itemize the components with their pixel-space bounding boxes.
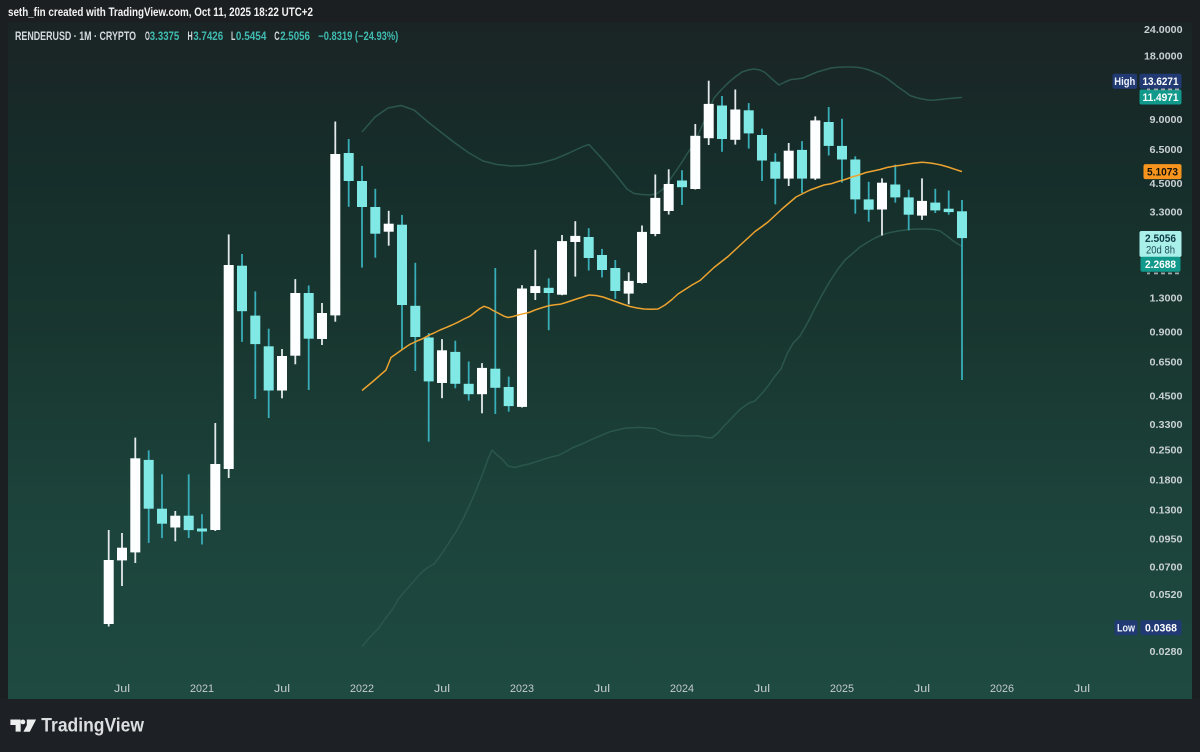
svg-text:2021: 2021 (190, 683, 214, 695)
svg-text:2.5056: 2.5056 (1145, 233, 1176, 245)
svg-text:0.5454: 0.5454 (236, 31, 267, 43)
svg-text:13.6271: 13.6271 (1143, 76, 1179, 88)
svg-text:Jul: Jul (434, 683, 450, 695)
svg-text:L: L (231, 31, 235, 43)
svg-text:9.0000: 9.0000 (1150, 114, 1183, 126)
svg-text:Jul: Jul (274, 683, 290, 695)
svg-text:20d 8h: 20d 8h (1146, 245, 1175, 257)
svg-text:6.5000: 6.5000 (1150, 144, 1183, 156)
svg-text:11.4971: 11.4971 (1143, 92, 1179, 104)
svg-text:1.3000: 1.3000 (1150, 293, 1183, 305)
svg-text:0.2500: 0.2500 (1150, 445, 1183, 457)
svg-text:Jul: Jul (594, 683, 610, 695)
svg-text:2025: 2025 (830, 683, 854, 695)
svg-text:RENDERUSD · 1M · CRYPTO: RENDERUSD · 1M · CRYPTO (15, 31, 136, 43)
svg-text:TradingView: TradingView (41, 715, 144, 737)
svg-text:3.3375: 3.3375 (150, 31, 180, 43)
svg-text:2024: 2024 (670, 683, 694, 695)
svg-text:2.2688: 2.2688 (1145, 259, 1176, 271)
svg-text:Jul: Jul (114, 683, 130, 695)
svg-text:0.1300: 0.1300 (1150, 505, 1183, 517)
svg-text:Jul: Jul (1074, 683, 1090, 695)
svg-text:H: H (188, 31, 193, 43)
svg-text:High: High (1114, 76, 1135, 88)
svg-text:0.4500: 0.4500 (1150, 390, 1183, 402)
svg-text:0.9000: 0.9000 (1150, 326, 1183, 338)
svg-text:0.1800: 0.1800 (1150, 475, 1183, 487)
svg-text:3.3000: 3.3000 (1150, 207, 1183, 219)
svg-text:Low: Low (1117, 623, 1135, 635)
svg-text:2.5056: 2.5056 (280, 31, 310, 43)
svg-text:0.6500: 0.6500 (1150, 356, 1183, 368)
svg-text:C: C (274, 31, 279, 43)
svg-text:18.0000: 18.0000 (1144, 50, 1183, 62)
svg-text:0.0520: 0.0520 (1150, 589, 1183, 601)
svg-text:Jul: Jul (754, 683, 770, 695)
svg-text:0.0950: 0.0950 (1150, 534, 1183, 546)
svg-text:0.0700: 0.0700 (1150, 562, 1183, 574)
svg-text:Jul: Jul (914, 683, 930, 695)
svg-text:24.0000: 24.0000 (1144, 24, 1183, 36)
svg-text:4.5000: 4.5000 (1150, 178, 1183, 190)
svg-text:0.3300: 0.3300 (1150, 419, 1183, 431)
svg-text:2023: 2023 (510, 683, 534, 695)
svg-text:seth_fin created with TradingV: seth_fin created with TradingView.com, O… (8, 7, 313, 19)
svg-text:0.0368: 0.0368 (1145, 623, 1177, 635)
svg-text:2026: 2026 (990, 683, 1014, 695)
svg-text:−0.8319 (−24.93%): −0.8319 (−24.93%) (318, 31, 398, 43)
svg-text:0.0280: 0.0280 (1150, 646, 1183, 658)
svg-text:3.7426: 3.7426 (193, 31, 223, 43)
svg-text:5.1073: 5.1073 (1147, 167, 1178, 179)
svg-text:O: O (145, 31, 150, 43)
svg-text:2022: 2022 (350, 683, 374, 695)
